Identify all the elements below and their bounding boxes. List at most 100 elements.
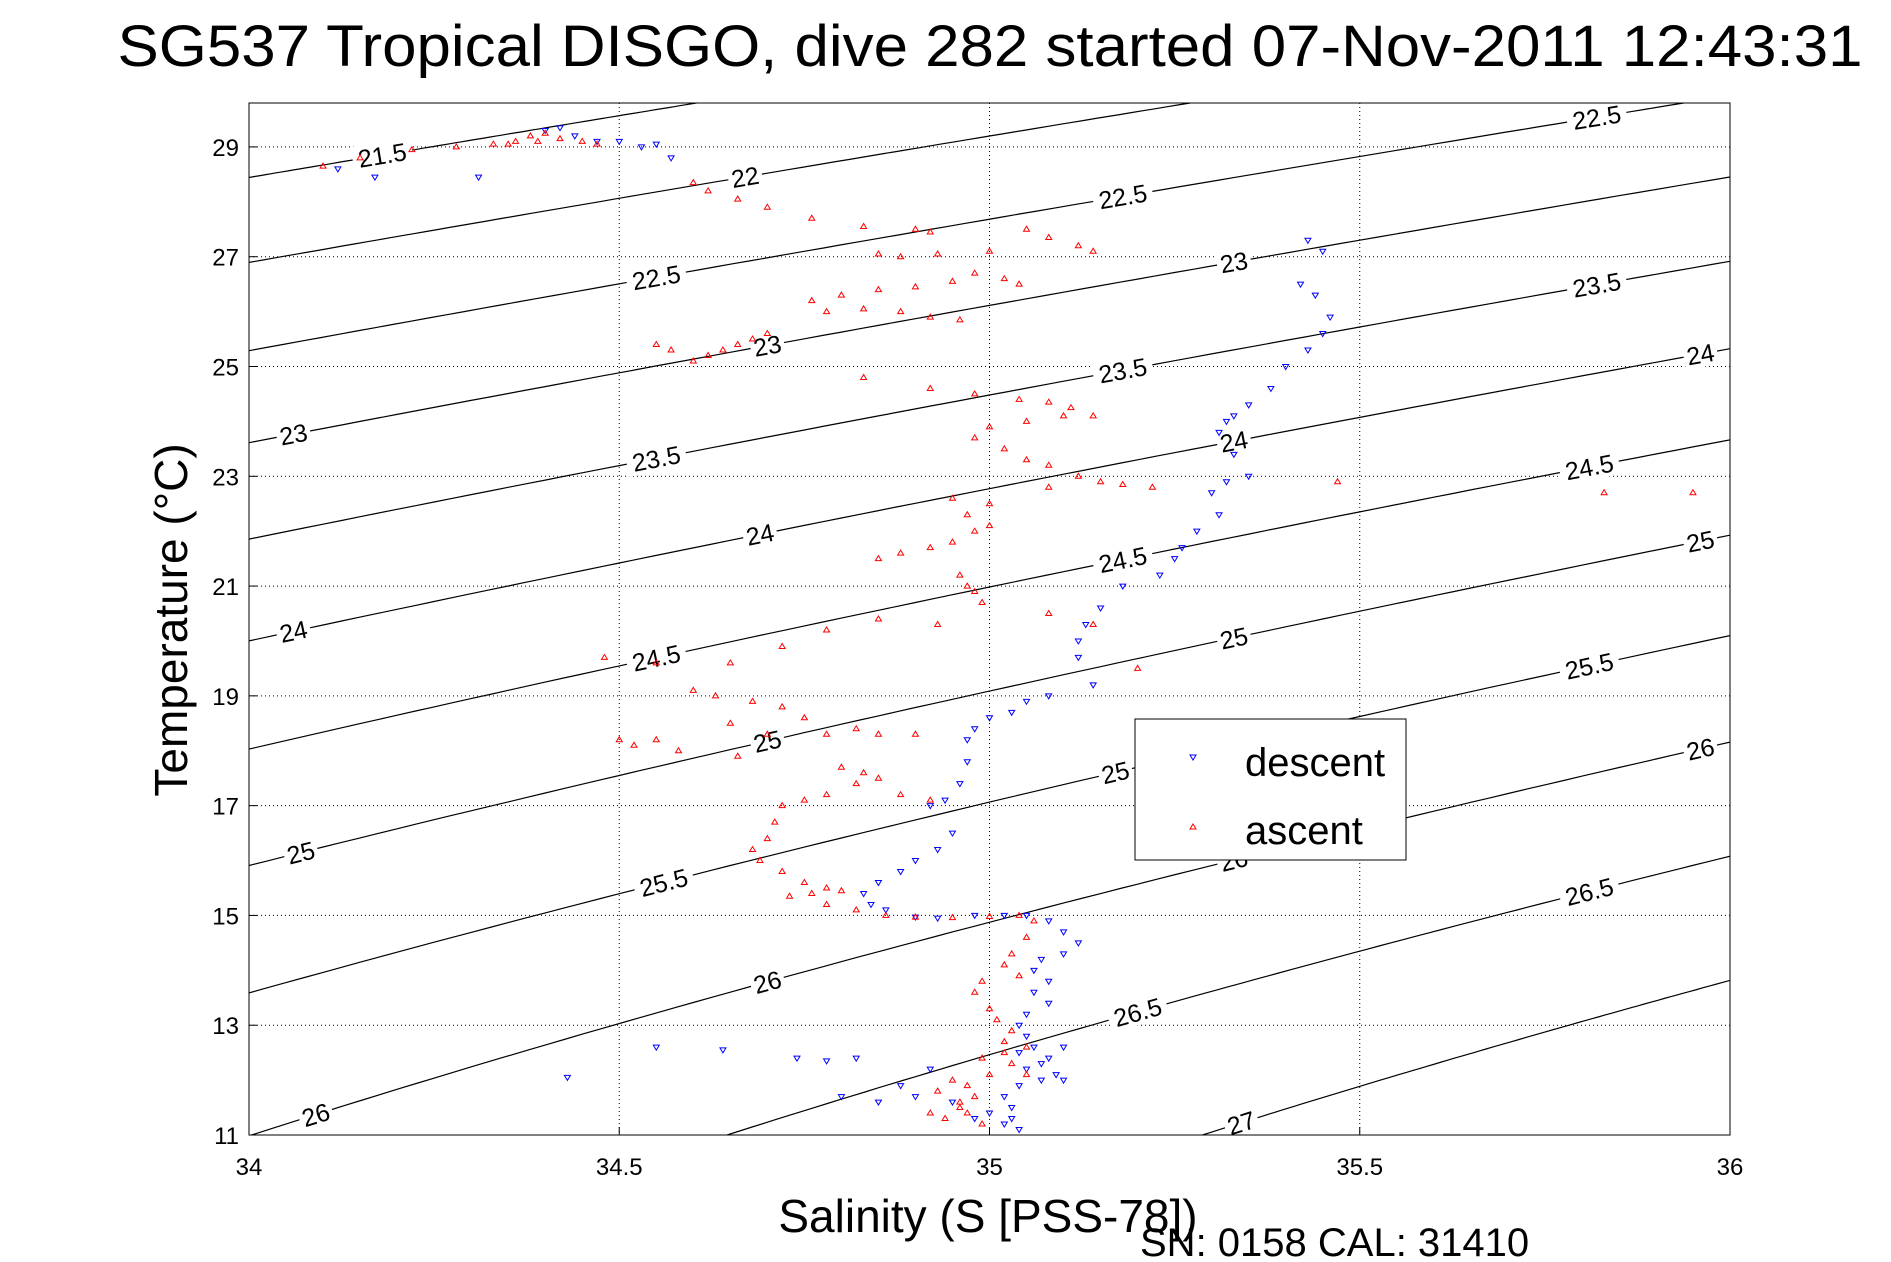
descent-point bbox=[970, 912, 979, 920]
isopycnal-line bbox=[251, 741, 1730, 1135]
ascent-point bbox=[896, 252, 905, 260]
contour-label: 21.5 bbox=[350, 137, 415, 174]
ascent-point bbox=[800, 713, 809, 721]
contour-label: 27 bbox=[1221, 1105, 1262, 1141]
contour-label-text: 25 bbox=[284, 837, 318, 871]
descent-point bbox=[911, 1094, 920, 1101]
ascent-point bbox=[874, 554, 883, 562]
descent-point bbox=[1044, 918, 1053, 925]
contour-label: 23.5 bbox=[1564, 266, 1629, 304]
contour-label-background bbox=[1214, 425, 1254, 458]
descent-point bbox=[1207, 490, 1216, 497]
ascent-point bbox=[1007, 1059, 1016, 1067]
x-axis-label: Salinity (S [PSS-78]) bbox=[778, 1190, 1197, 1242]
ascent-point bbox=[726, 658, 735, 666]
contour-label-background bbox=[624, 439, 689, 477]
contour-label: 26 bbox=[295, 1097, 336, 1133]
contour-label-text: 25.5 bbox=[637, 864, 691, 903]
descent-point bbox=[1022, 912, 1031, 920]
descent-point bbox=[667, 155, 675, 162]
ascent-point bbox=[978, 598, 986, 606]
descent-point bbox=[963, 737, 972, 744]
contour-label: 25 bbox=[1214, 621, 1254, 655]
contour-label-text: 24.5 bbox=[630, 640, 684, 678]
ascent-point bbox=[1000, 1037, 1009, 1045]
contour-label-text: 26 bbox=[1684, 733, 1717, 766]
contour-label-text: 25.5 bbox=[1563, 648, 1616, 686]
contour-label-background bbox=[1095, 755, 1135, 789]
x-tick-label: 35 bbox=[976, 1154, 1003, 1181]
ascent-point bbox=[726, 719, 735, 726]
descent-point bbox=[541, 127, 550, 135]
isopycnal-line bbox=[249, 176, 1730, 444]
ascent-point bbox=[926, 313, 935, 320]
descent-point bbox=[1311, 292, 1320, 300]
descent-point bbox=[970, 726, 979, 733]
isopycnal-line bbox=[249, 103, 1684, 352]
ascent-point bbox=[1600, 488, 1608, 496]
ascent-point bbox=[985, 499, 994, 507]
ascent-point bbox=[948, 494, 957, 501]
y-tick-label: 21 bbox=[212, 574, 239, 601]
ascent-point bbox=[1067, 403, 1075, 411]
descent-point bbox=[1044, 1000, 1053, 1008]
descent-point bbox=[474, 174, 483, 182]
y-tick-label: 25 bbox=[212, 354, 239, 381]
ascent-point bbox=[970, 527, 979, 534]
descent-point bbox=[1244, 473, 1253, 481]
contour-label-background bbox=[1681, 338, 1720, 370]
ascent-point bbox=[822, 900, 831, 907]
ascent-point bbox=[859, 768, 868, 776]
ascent-point bbox=[852, 724, 861, 732]
descent-point bbox=[1296, 281, 1305, 289]
contour-label: 26.5 bbox=[1557, 871, 1622, 912]
descent-point bbox=[1059, 1044, 1068, 1052]
descent-point bbox=[1281, 363, 1290, 371]
ascent-point bbox=[630, 741, 638, 748]
descent-point bbox=[652, 1044, 661, 1052]
ascent-point bbox=[800, 796, 809, 803]
contour-label-text: 24 bbox=[277, 616, 310, 649]
ascent-point bbox=[1044, 609, 1053, 617]
descent-point bbox=[570, 133, 579, 140]
ascent-point bbox=[970, 587, 979, 595]
legend: descent ascent bbox=[1134, 718, 1407, 861]
ascent-point bbox=[1015, 971, 1024, 979]
ascent-point bbox=[763, 329, 772, 337]
y-tick-label: 11 bbox=[214, 1123, 239, 1150]
ascent-point bbox=[1015, 395, 1024, 402]
ascent-point bbox=[1000, 1048, 1009, 1056]
ascent-point bbox=[896, 790, 905, 798]
legend-ascent-marker-icon bbox=[1189, 823, 1197, 830]
ascent-point bbox=[689, 178, 698, 186]
ascent-point bbox=[667, 346, 675, 353]
isopycnal-line bbox=[249, 260, 1730, 540]
descent-point bbox=[859, 890, 868, 898]
contour-label-text: 24.5 bbox=[1096, 542, 1149, 579]
isopycnal-line bbox=[249, 635, 1730, 994]
contour-label-background bbox=[740, 518, 780, 551]
ascent-point bbox=[1044, 461, 1053, 468]
descent-point bbox=[874, 879, 883, 887]
contour-label: 22.5 bbox=[1091, 178, 1155, 215]
contour-label-background bbox=[1214, 621, 1254, 655]
contour-label-background bbox=[1564, 266, 1629, 303]
ascent-point bbox=[1007, 949, 1016, 957]
descent-point bbox=[867, 901, 875, 909]
contour-label-background bbox=[747, 724, 787, 758]
descent-point bbox=[1022, 1033, 1031, 1041]
contour-label: 24 bbox=[1214, 425, 1254, 459]
descent-point bbox=[1326, 314, 1335, 322]
ascent-point bbox=[1689, 488, 1697, 496]
axis-ticks: 34 34.5 35 35.5 36 11 13 15 17 19 21 23 25 27 29 bbox=[212, 135, 1743, 1181]
contour-label: 26 bbox=[1680, 732, 1720, 767]
contour-label: 25.5 bbox=[631, 862, 696, 903]
descent-point bbox=[593, 138, 601, 146]
ascent-point bbox=[822, 307, 831, 315]
ascent-point bbox=[600, 653, 609, 660]
descent-point bbox=[1059, 951, 1068, 958]
ascent-point bbox=[874, 774, 883, 781]
ascent-point bbox=[1015, 911, 1024, 918]
ascent-point bbox=[1007, 1026, 1016, 1034]
